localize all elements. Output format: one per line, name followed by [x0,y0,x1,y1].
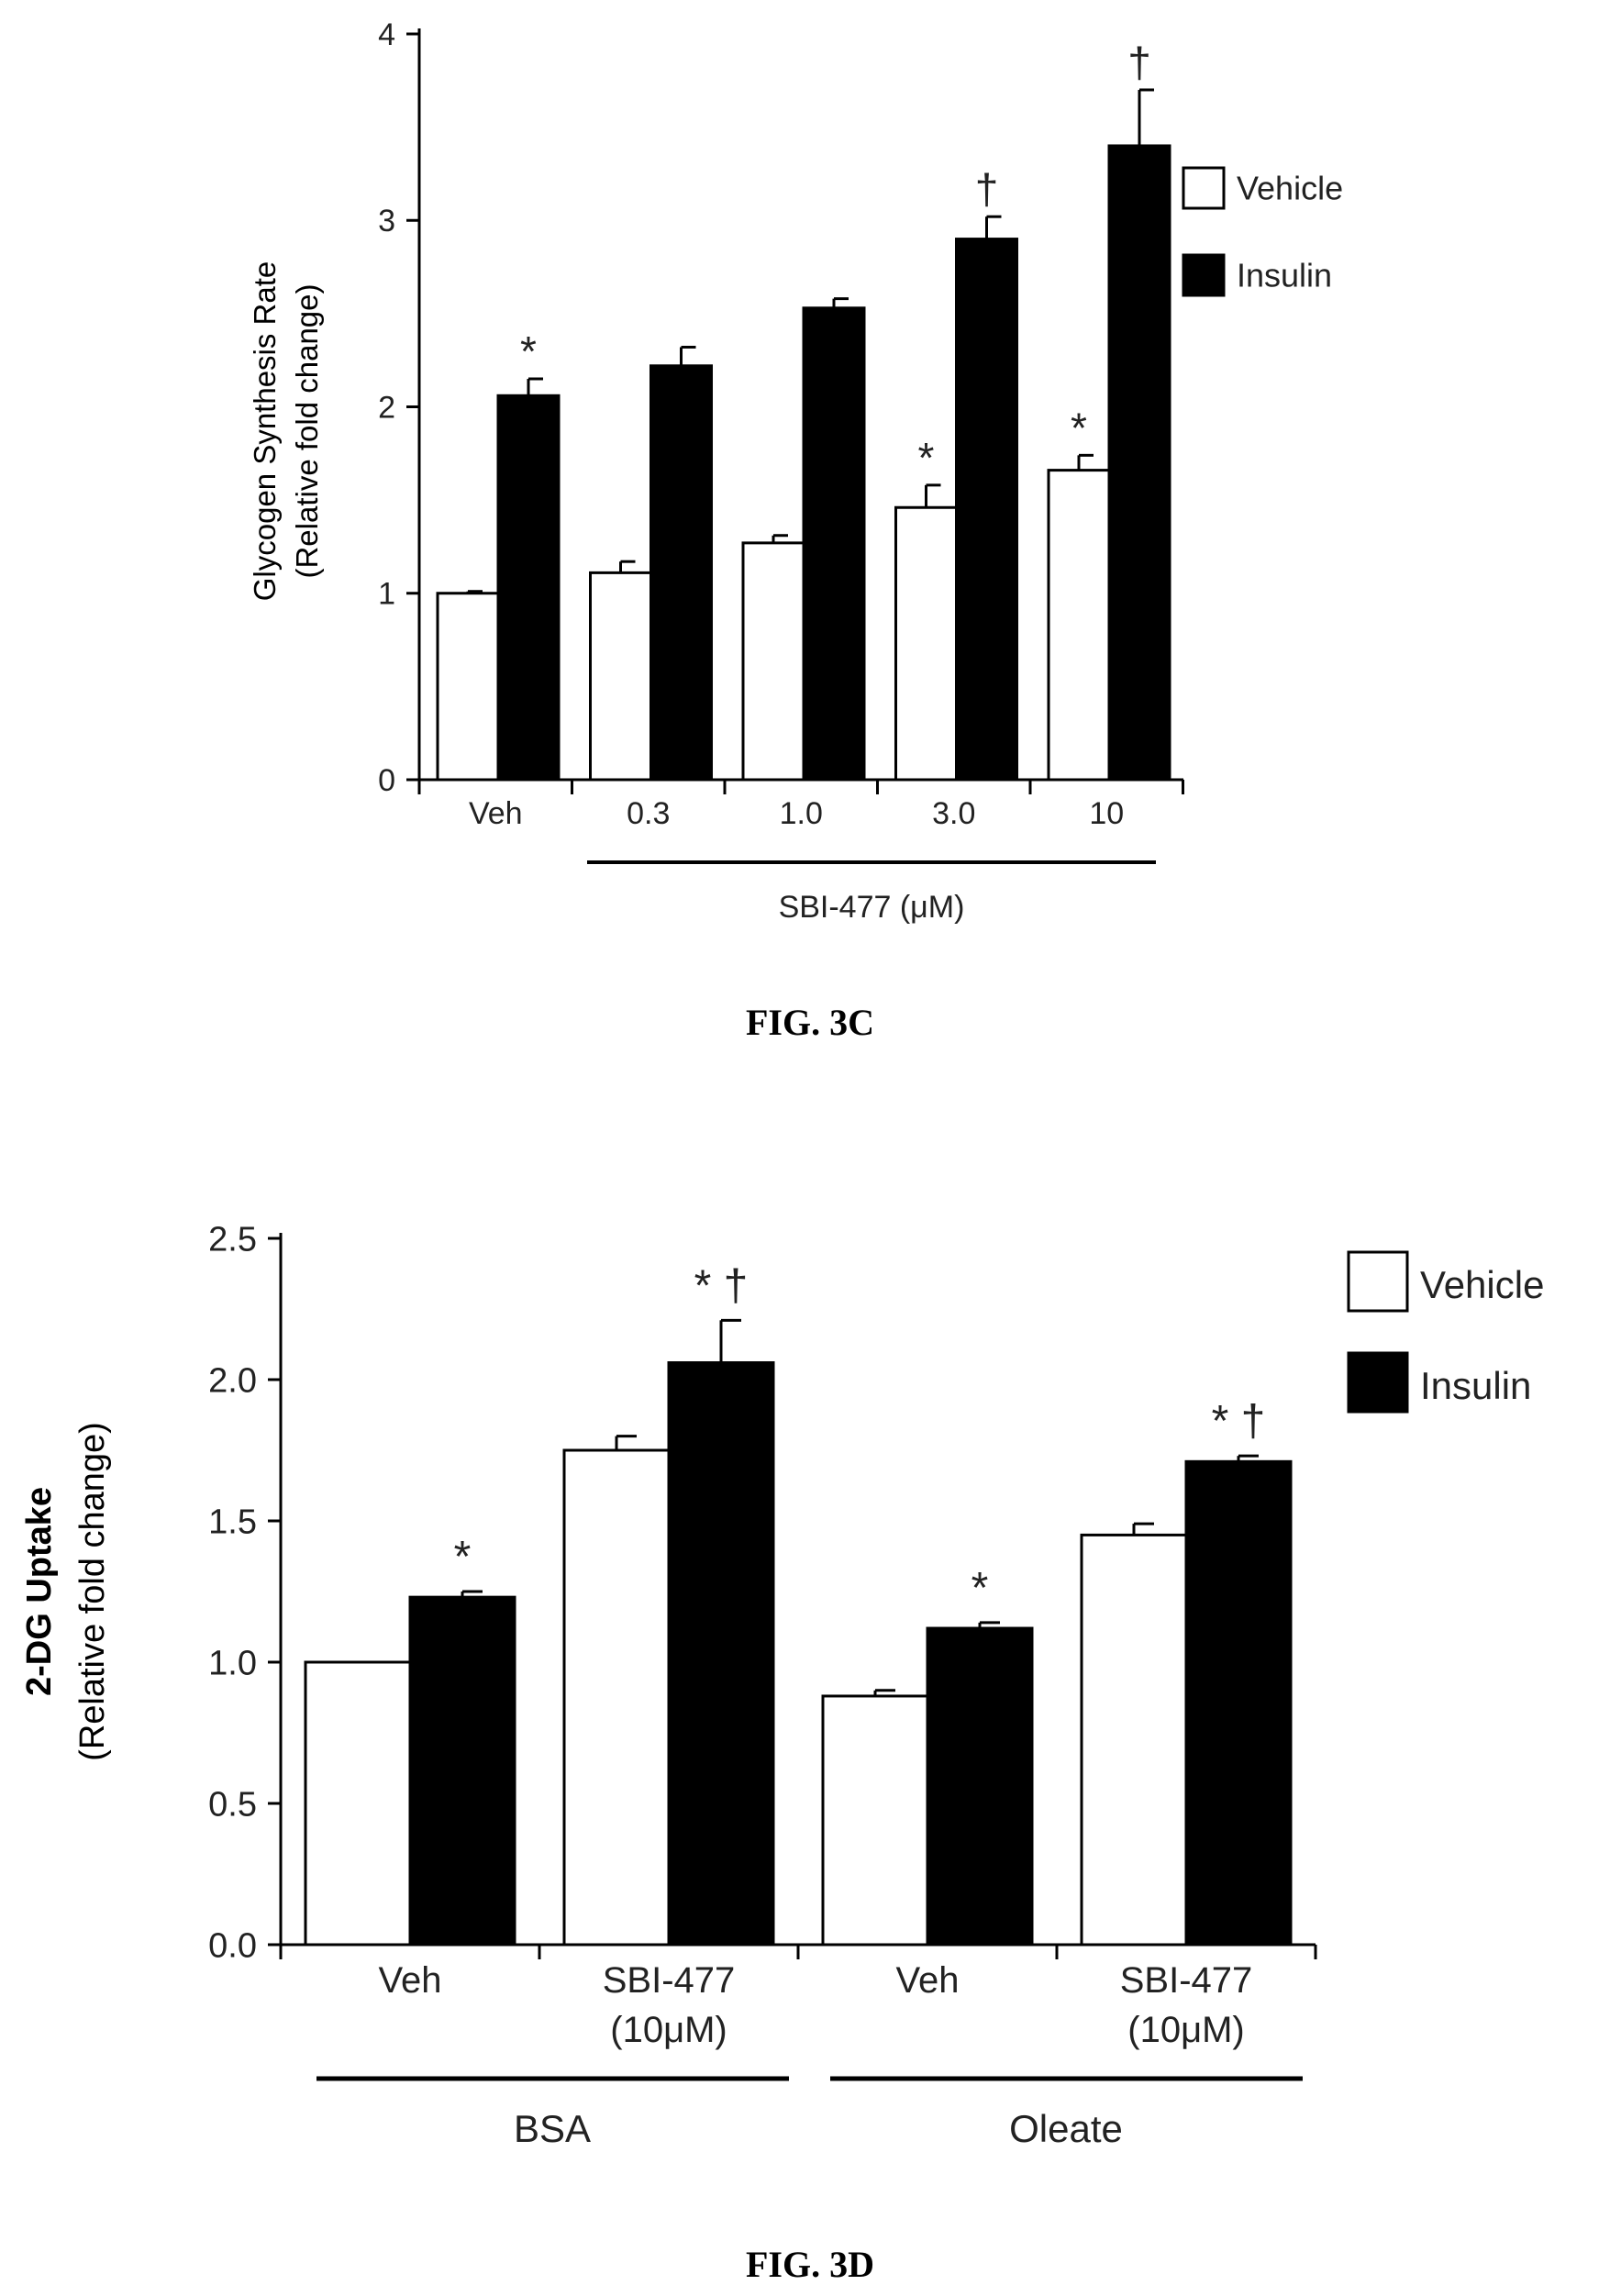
c-group-label: SBI-477 (μM) [779,890,965,925]
d-y-tick-label: 1.0 [208,1644,257,1682]
d-legend-swatch-insulin [1347,1351,1409,1414]
d-bar-vehicle [304,1660,412,1947]
c-significance-marker: † [975,165,999,213]
c-category-label: 1.0 [780,796,823,831]
d-bar-insulin [926,1626,1034,1947]
c-y-tick-label: 1 [378,577,395,612]
c-y-axis-title: (Relative fold change) [290,283,324,578]
d-category-label: Veh [379,1960,442,2001]
c-legend-label: Insulin [1237,256,1332,294]
d-significance-marker: * † [1212,1397,1266,1446]
c-legend-swatch-vehicle [1182,166,1226,210]
c-bar-insulin [955,238,1018,782]
c-bar-vehicle [894,505,958,782]
d-category-label: SBI-477 [603,1960,736,2001]
c-category-label: 3.0 [932,796,975,831]
d-significance-marker: * † [694,1261,749,1310]
figure-caption-3d: FIG. 3D [746,2244,874,2285]
d-y-tick-label: 0.0 [208,1926,257,1965]
c-legend-label: Vehicle [1237,169,1343,206]
d-legend-swatch-vehicle [1347,1250,1409,1313]
d-group-label-bsa: BSA [514,2107,591,2150]
c-bar-vehicle [589,571,652,782]
d-bar-insulin [667,1361,775,1947]
d-significance-marker: * [971,1564,989,1613]
chart-2dg-uptake: 0.0 0.5 1.0 1.5 2.0 2.5 2-DG Uptake (Relative f… [20,1220,1544,2150]
c-bar-vehicle [1047,469,1111,782]
c-significance-marker: † [1127,39,1151,86]
c-legend-swatch-insulin [1182,253,1226,297]
d-category-label: (10μM) [610,2010,727,2050]
d-bar-vehicle [1080,1533,1188,1947]
d-bar-vehicle [821,1694,929,1947]
c-category-label: 0.3 [627,796,670,831]
chart-glycogen-synthesis: 0 1 2 3 4 Glycogen Synthesis Rate (Relative fo… [248,17,1343,925]
d-category-label: Veh [896,1960,960,2001]
d-y-axis-title: 2-DG Uptake [20,1487,59,1696]
c-bar-vehicle [741,541,805,782]
c-bar-vehicle [436,592,500,782]
c-y-tick-label: 2 [378,390,395,425]
d-significance-marker: * [454,1533,472,1581]
d-group-label-oleate: Oleate [1009,2107,1123,2150]
c-bar-insulin [1107,144,1171,782]
d-bar-insulin [408,1595,516,1947]
d-bar-insulin [1184,1459,1293,1947]
c-y-tick-label: 4 [378,17,395,52]
d-category-label: (10μM) [1127,2010,1245,2050]
c-significance-marker: * [918,434,935,482]
c-bar-insulin [650,364,713,782]
c-significance-marker: * [1071,404,1087,451]
d-y-tick-label: 0.5 [208,1785,257,1824]
d-y-axis-title: (Relative fold change) [73,1422,112,1761]
c-y-tick-label: 0 [378,763,395,798]
d-y-tick-label: 2.5 [208,1220,257,1259]
d-y-tick-label: 1.5 [208,1503,257,1541]
d-y-tick-label: 2.0 [208,1361,257,1400]
d-category-label: SBI-477 [1120,1960,1253,2001]
d-legend-label: Vehicle [1420,1263,1544,1306]
c-significance-marker: * [520,327,537,375]
c-bar-insulin [496,394,561,782]
d-bar-vehicle [562,1448,671,1947]
figure-caption-3c: FIG. 3C [746,1002,874,1043]
d-legend-label: Insulin [1420,1364,1531,1407]
c-y-tick-label: 3 [378,204,395,238]
c-category-label: Veh [469,796,523,831]
c-category-label: 10 [1089,796,1124,831]
c-y-axis-title: Glycogen Synthesis Rate [248,261,282,602]
c-bar-insulin [802,306,866,782]
